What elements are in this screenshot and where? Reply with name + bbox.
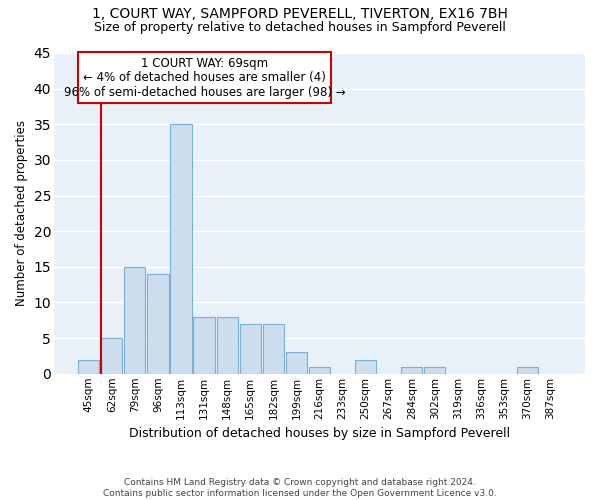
Bar xyxy=(309,366,330,374)
Bar xyxy=(401,366,422,374)
Text: Size of property relative to detached houses in Sampford Peverell: Size of property relative to detached ho… xyxy=(94,21,506,34)
Bar xyxy=(170,124,191,374)
Bar xyxy=(148,274,169,374)
Bar xyxy=(193,316,215,374)
Text: 1 COURT WAY: 69sqm: 1 COURT WAY: 69sqm xyxy=(141,57,268,70)
Bar xyxy=(286,352,307,374)
Bar xyxy=(217,316,238,374)
Bar xyxy=(239,324,261,374)
Bar xyxy=(355,360,376,374)
Text: 96% of semi-detached houses are larger (98) →: 96% of semi-detached houses are larger (… xyxy=(64,86,346,98)
FancyBboxPatch shape xyxy=(78,52,331,103)
Text: ← 4% of detached houses are smaller (4): ← 4% of detached houses are smaller (4) xyxy=(83,72,326,85)
Y-axis label: Number of detached properties: Number of detached properties xyxy=(15,120,28,306)
Bar xyxy=(517,366,538,374)
Text: 1, COURT WAY, SAMPFORD PEVERELL, TIVERTON, EX16 7BH: 1, COURT WAY, SAMPFORD PEVERELL, TIVERTO… xyxy=(92,8,508,22)
Bar xyxy=(78,360,100,374)
X-axis label: Distribution of detached houses by size in Sampford Peverell: Distribution of detached houses by size … xyxy=(129,427,510,440)
Text: Contains HM Land Registry data © Crown copyright and database right 2024.
Contai: Contains HM Land Registry data © Crown c… xyxy=(103,478,497,498)
Bar xyxy=(263,324,284,374)
Bar xyxy=(101,338,122,374)
Bar xyxy=(424,366,445,374)
Bar xyxy=(124,267,145,374)
